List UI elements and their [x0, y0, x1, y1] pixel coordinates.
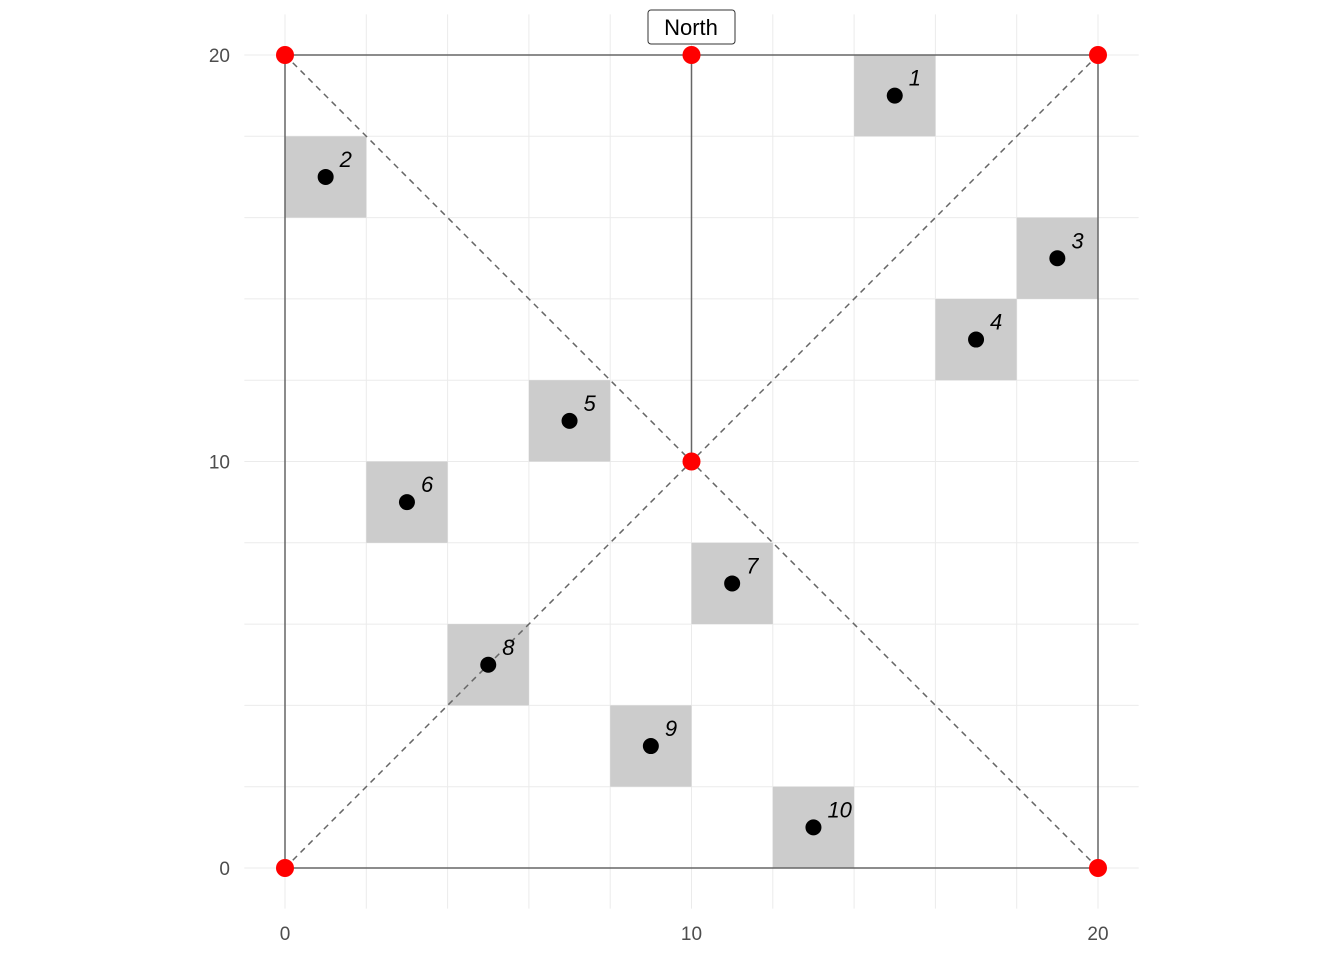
- point-10: [805, 819, 822, 836]
- data-points: [317, 87, 1066, 836]
- reference-point-3: [1089, 859, 1107, 877]
- x-tick-label: 10: [681, 924, 702, 945]
- point-label-4: 4: [990, 310, 1002, 335]
- point-label-8: 8: [502, 635, 515, 660]
- reference-point-2: [276, 46, 294, 64]
- point-label-5: 5: [584, 391, 597, 416]
- north-label-border: [647, 9, 736, 45]
- point-4: [968, 331, 985, 348]
- y-tick-label: 20: [209, 46, 230, 67]
- x-tick-label: 20: [1087, 924, 1108, 945]
- point-labels: 1 2 3 4 5 6 7 8 9 10: [339, 66, 1085, 823]
- north-label: North: [664, 15, 718, 40]
- north-label-box: North: [647, 9, 736, 45]
- reference-point-1: [276, 859, 294, 877]
- point-6: [398, 494, 415, 511]
- point-label-10: 10: [827, 797, 852, 822]
- point-label-3: 3: [1071, 228, 1084, 253]
- x-tick-label: 0: [280, 924, 291, 945]
- reference-point-4: [1089, 46, 1107, 64]
- y-tick-label: 10: [209, 453, 230, 474]
- point-label-7: 7: [746, 553, 759, 578]
- point-5: [561, 412, 578, 429]
- point-label-6: 6: [421, 472, 434, 497]
- y-tick-label: 0: [219, 859, 230, 880]
- point-8: [480, 656, 497, 673]
- point-7: [724, 575, 741, 592]
- reference-point-6: [682, 452, 701, 471]
- point-9: [642, 738, 659, 755]
- point-label-9: 9: [665, 716, 677, 741]
- point-label-2: 2: [339, 147, 352, 172]
- point-2: [317, 168, 334, 185]
- axes: 0 10 20 0 10 20: [209, 46, 1109, 945]
- point-3: [1049, 250, 1066, 267]
- reference-point-5: [682, 46, 701, 64]
- reference-points: [276, 46, 1107, 877]
- point-label-1: 1: [909, 66, 921, 91]
- point-1: [886, 87, 903, 104]
